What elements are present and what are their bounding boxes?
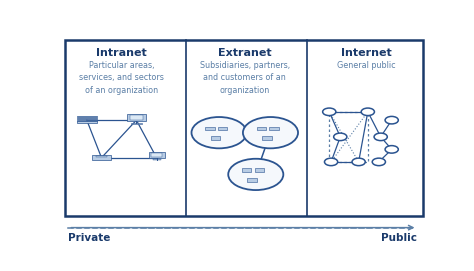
Circle shape (361, 108, 374, 115)
Text: Private: Private (68, 233, 111, 243)
Text: Extranet: Extranet (218, 48, 272, 58)
Bar (76, 116, 97, 117)
Text: Subsidiaries, partners,
and customers of an
organization: Subsidiaries, partners, and customers of… (200, 61, 290, 95)
Text: Internet: Internet (341, 48, 392, 58)
Bar (151, 153, 162, 157)
Text: Public: Public (382, 233, 418, 243)
Bar (129, 115, 143, 120)
Bar (329, 112, 368, 162)
Circle shape (228, 159, 283, 190)
Bar (148, 152, 164, 158)
Circle shape (334, 133, 347, 141)
Circle shape (372, 158, 385, 166)
Text: Intranet: Intranet (96, 48, 147, 58)
Circle shape (385, 117, 398, 124)
Circle shape (323, 108, 336, 115)
Bar (153, 159, 161, 160)
Bar (262, 136, 272, 140)
Bar (269, 127, 279, 130)
Bar (256, 127, 266, 130)
Bar (92, 155, 110, 160)
Circle shape (385, 146, 398, 153)
Text: Particular areas,
services, and sectors
of an organization: Particular areas, services, and sectors … (79, 61, 164, 95)
FancyBboxPatch shape (65, 40, 423, 216)
Bar (127, 114, 146, 121)
Bar (255, 168, 264, 172)
Bar (76, 120, 97, 121)
Circle shape (374, 133, 387, 141)
Circle shape (352, 158, 365, 166)
Bar (96, 156, 107, 157)
Bar (76, 118, 97, 119)
Bar (131, 123, 142, 124)
Bar (242, 168, 251, 172)
Circle shape (243, 117, 298, 148)
Bar (247, 178, 257, 182)
Bar (205, 127, 215, 130)
Bar (218, 127, 228, 130)
Bar (76, 121, 97, 123)
Text: General public: General public (337, 61, 395, 70)
Circle shape (191, 117, 246, 148)
Bar (210, 136, 220, 140)
Circle shape (325, 158, 337, 166)
